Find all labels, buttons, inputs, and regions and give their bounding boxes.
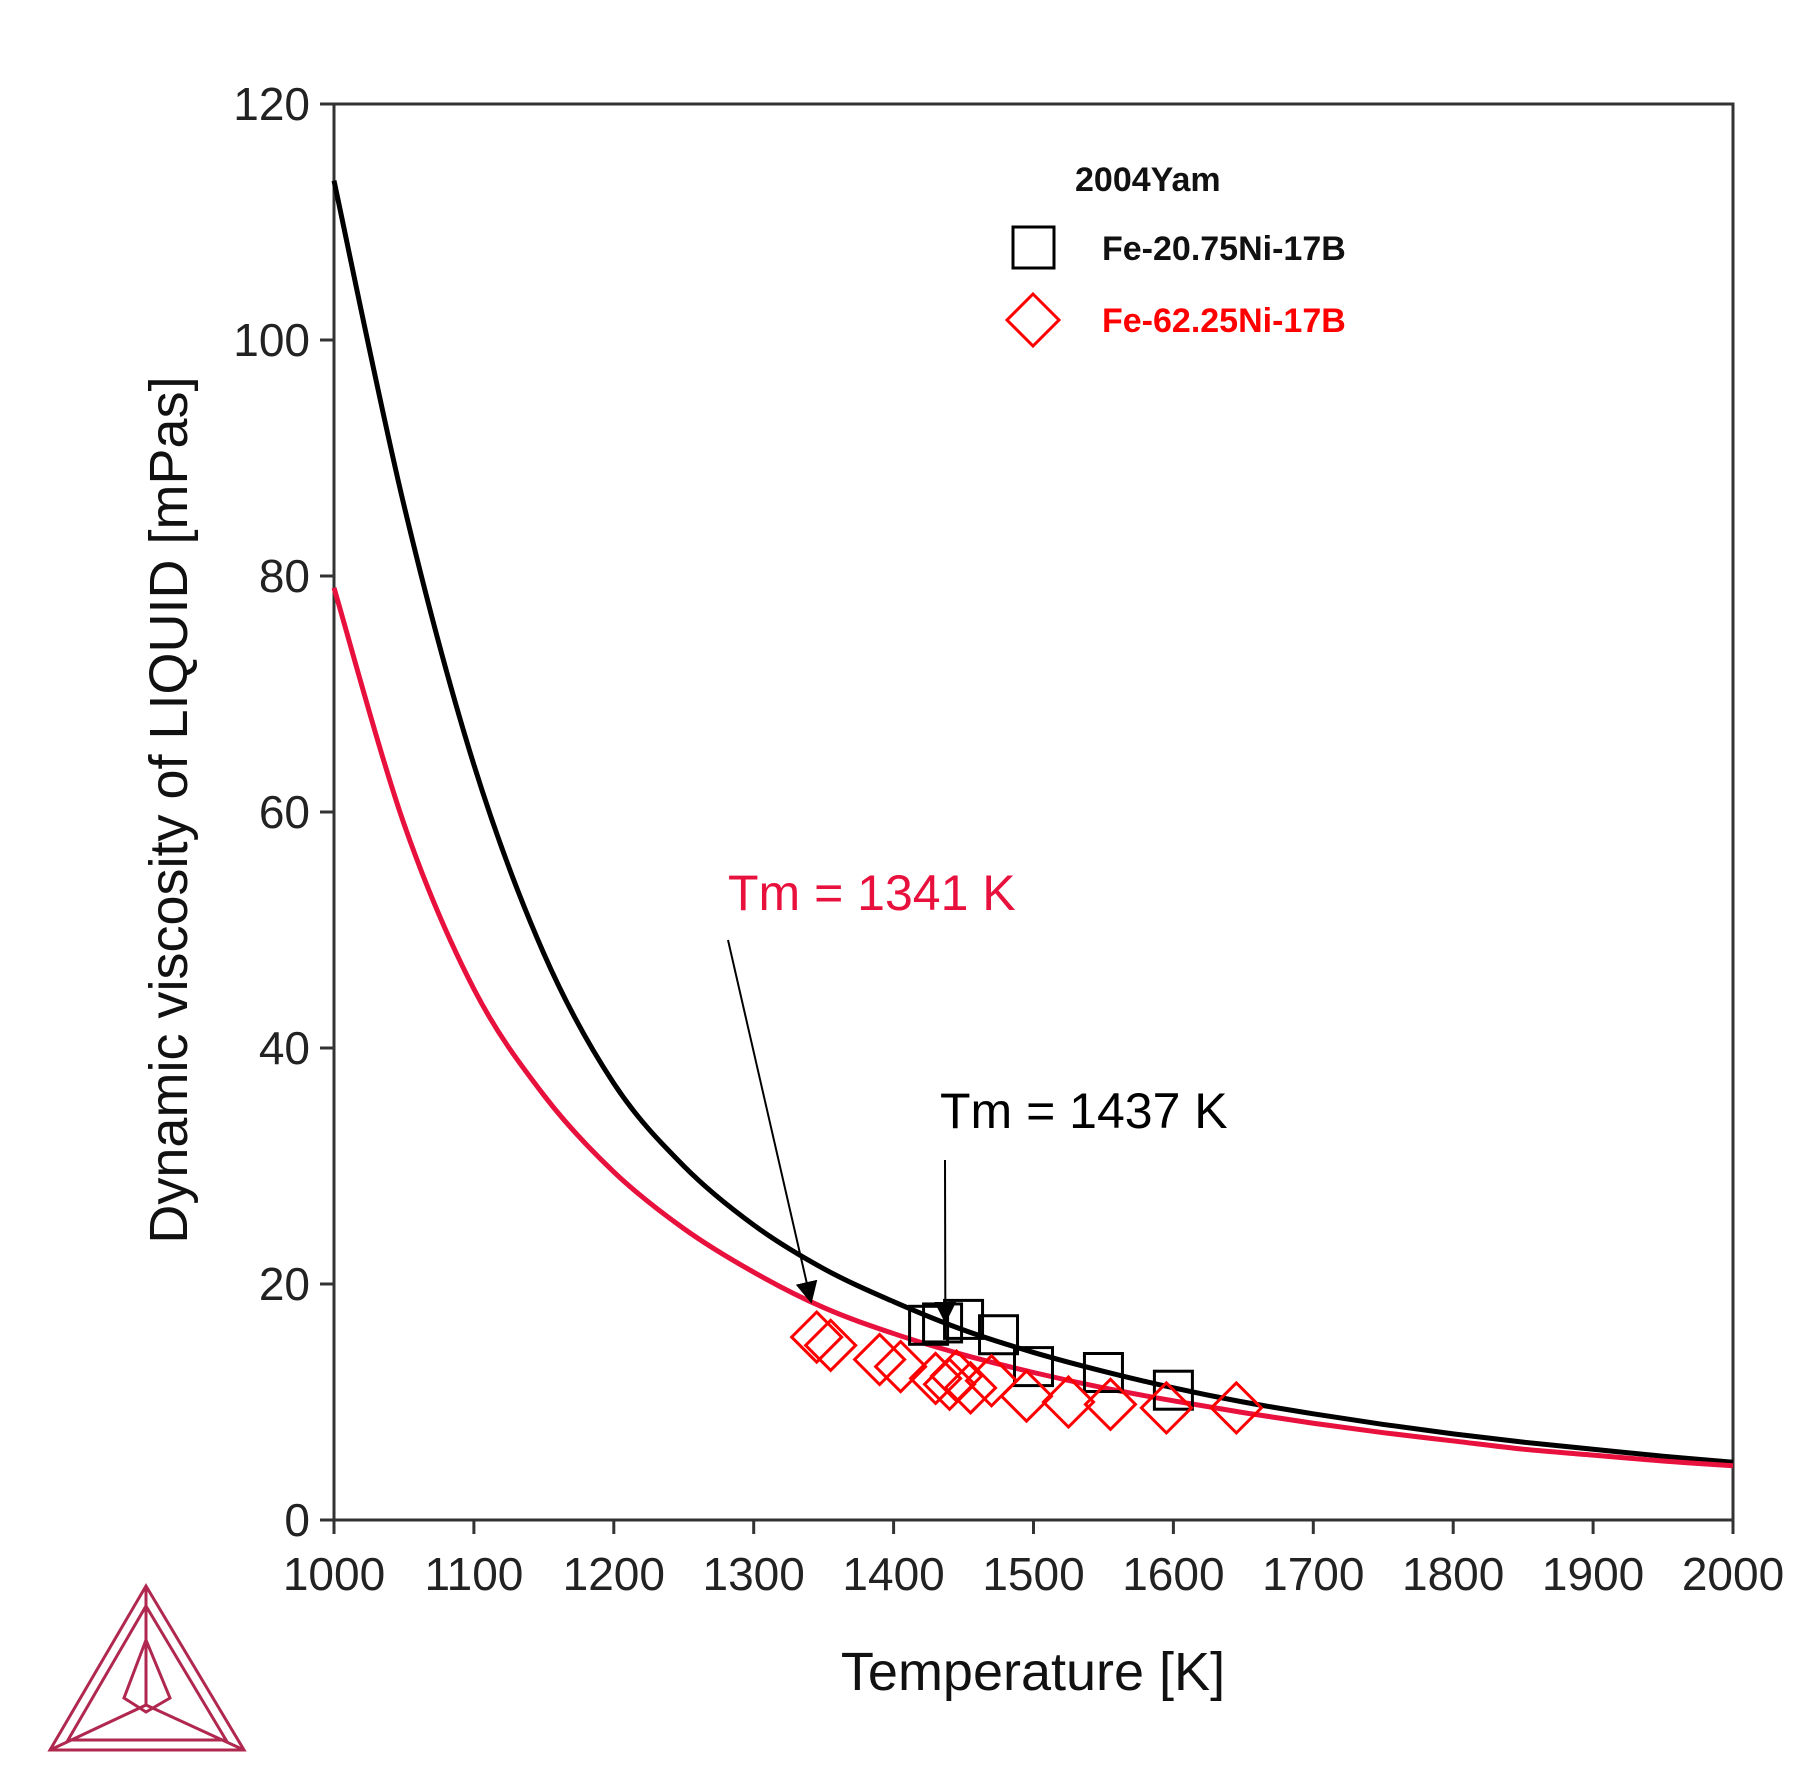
data-point-diamond bbox=[999, 1368, 1054, 1424]
x-tick-label: 1300 bbox=[703, 1548, 805, 1600]
x-tick-label: 1900 bbox=[1542, 1548, 1644, 1600]
x-axis-ticks: 1000 1100 1200 1300 1400 1500 1600 1700 1800 1900… bbox=[283, 1520, 1784, 1600]
x-tick-label: 1600 bbox=[1122, 1548, 1224, 1600]
logo-icon bbox=[47, 1583, 247, 1752]
x-tick-label: 1800 bbox=[1402, 1548, 1504, 1600]
annotation-label: Tm = 1437 K bbox=[940, 1083, 1228, 1139]
x-tick-label: 1500 bbox=[982, 1548, 1084, 1600]
y-tick-label: 40 bbox=[259, 1022, 310, 1074]
y-axis-title: Dynamic viscosity of LIQUID [mPas] bbox=[139, 376, 199, 1243]
data-point-square bbox=[1082, 1352, 1124, 1393]
legend-label-fe-20-75ni-17b: Fe-20.75Ni-17B bbox=[1102, 230, 1346, 268]
x-axis-title: Temperature [K] bbox=[841, 1642, 1225, 1702]
annotation-label: Tm = 1341 K bbox=[728, 865, 1016, 921]
x-tick-label: 1400 bbox=[842, 1548, 944, 1600]
y-tick-label: 20 bbox=[259, 1258, 310, 1310]
x-tick-label: 1000 bbox=[283, 1548, 385, 1600]
data-point-diamond bbox=[803, 1318, 858, 1373]
legend-label-fe-62-25ni-17b: Fe-62.25Ni-17B bbox=[1102, 302, 1346, 340]
data-point-diamond bbox=[873, 1339, 928, 1394]
data-point-diamond bbox=[964, 1353, 1019, 1408]
y-tick-label: 120 bbox=[233, 78, 310, 130]
plot-area bbox=[332, 102, 1735, 1522]
data-point-diamond bbox=[1139, 1380, 1194, 1436]
y-axis-ticks: 0 20 40 60 80 100 120 bbox=[233, 78, 334, 1546]
x-tick-label: 1100 bbox=[424, 1548, 523, 1600]
legend-marker-diamond bbox=[1004, 291, 1062, 349]
data-point-square bbox=[1013, 1346, 1054, 1388]
legend: 2004Yam Fe-20.75Ni-17B Fe-62.25Ni-17B bbox=[1004, 161, 1346, 349]
annotation-arrow bbox=[727, 939, 818, 1304]
data-point-diamond bbox=[929, 1348, 984, 1404]
data-point-square bbox=[1152, 1369, 1194, 1411]
data-point-diamond bbox=[1083, 1377, 1138, 1432]
data-point-diamond bbox=[943, 1360, 998, 1415]
series-line-0 bbox=[331, 180, 1734, 1465]
data-point-diamond bbox=[1209, 1380, 1264, 1436]
data-point-diamond bbox=[1041, 1374, 1096, 1430]
y-tick-label: 80 bbox=[259, 550, 310, 602]
x-tick-label: 1700 bbox=[1262, 1548, 1364, 1600]
annotation-layer: Tm = 1341 K Tm = 1437 K bbox=[727, 865, 1228, 1324]
data-point-diamond bbox=[789, 1309, 844, 1365]
data-point-square bbox=[978, 1314, 1020, 1356]
y-tick-label: 60 bbox=[259, 786, 310, 838]
legend-title: 2004Yam bbox=[1075, 161, 1221, 199]
data-point-diamond bbox=[852, 1332, 907, 1387]
series-line-1 bbox=[331, 587, 1734, 1469]
y-tick-label: 100 bbox=[233, 314, 310, 366]
y-tick-label: 0 bbox=[284, 1494, 310, 1546]
x-tick-label: 2000 bbox=[1682, 1548, 1784, 1600]
x-tick-label: 1200 bbox=[563, 1548, 665, 1600]
data-point-diamond bbox=[908, 1351, 963, 1406]
legend-marker-square bbox=[1011, 225, 1056, 270]
data-point-square bbox=[908, 1304, 950, 1346]
